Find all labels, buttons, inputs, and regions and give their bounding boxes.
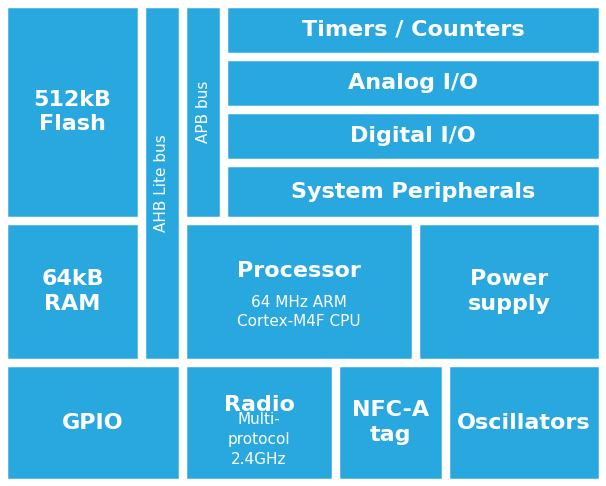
FancyBboxPatch shape <box>338 365 443 480</box>
Text: APB bus: APB bus <box>196 81 210 143</box>
Text: Digital I/O: Digital I/O <box>350 126 476 146</box>
FancyBboxPatch shape <box>6 365 180 480</box>
Text: Processor: Processor <box>237 261 361 281</box>
FancyBboxPatch shape <box>6 6 139 218</box>
Text: AHB Lite bus: AHB Lite bus <box>155 134 170 232</box>
FancyBboxPatch shape <box>185 365 333 480</box>
Text: Power
supply: Power supply <box>467 269 550 314</box>
Text: 64 MHz ARM
Cortex-M4F CPU: 64 MHz ARM Cortex-M4F CPU <box>237 295 361 330</box>
FancyBboxPatch shape <box>448 365 600 480</box>
FancyBboxPatch shape <box>226 59 600 107</box>
FancyBboxPatch shape <box>418 223 600 360</box>
Text: Oscillators: Oscillators <box>457 413 591 433</box>
Text: Analog I/O: Analog I/O <box>348 73 478 93</box>
FancyBboxPatch shape <box>226 112 600 160</box>
FancyBboxPatch shape <box>226 165 600 218</box>
FancyBboxPatch shape <box>6 223 139 360</box>
FancyBboxPatch shape <box>185 6 221 218</box>
Text: Timers / Counters: Timers / Counters <box>302 20 524 40</box>
Text: Radio: Radio <box>224 395 295 415</box>
FancyBboxPatch shape <box>144 6 180 360</box>
Text: 512kB
Flash: 512kB Flash <box>33 89 112 135</box>
Text: System Peripherals: System Peripherals <box>291 181 535 202</box>
FancyBboxPatch shape <box>185 223 413 360</box>
Text: 64kB
RAM: 64kB RAM <box>41 269 104 314</box>
Text: NFC-A
tag: NFC-A tag <box>352 400 429 445</box>
Text: GPIO: GPIO <box>62 413 124 433</box>
FancyBboxPatch shape <box>226 6 600 54</box>
Text: Multi-
protocol
2.4GHz: Multi- protocol 2.4GHz <box>228 413 290 467</box>
